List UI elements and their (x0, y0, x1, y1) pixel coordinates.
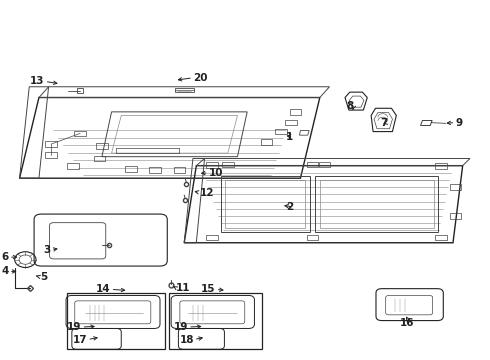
Text: 9: 9 (455, 118, 463, 128)
Text: 10: 10 (208, 168, 223, 178)
Text: 12: 12 (200, 188, 214, 198)
Text: 5: 5 (40, 272, 47, 282)
Text: 15: 15 (201, 284, 216, 294)
Bar (67, 293, 165, 348)
Text: 16: 16 (400, 318, 414, 328)
Text: 3: 3 (44, 245, 51, 255)
Text: 13: 13 (30, 76, 45, 86)
Text: 17: 17 (73, 334, 87, 345)
Text: 2: 2 (286, 202, 293, 212)
Text: 19: 19 (174, 322, 188, 332)
Text: 4: 4 (1, 266, 9, 276)
Text: 6: 6 (1, 252, 9, 262)
Text: 1: 1 (286, 132, 293, 142)
Text: 20: 20 (193, 73, 207, 83)
Text: 11: 11 (175, 283, 190, 293)
Text: 7: 7 (380, 118, 388, 128)
Text: 18: 18 (179, 334, 194, 345)
Bar (169, 293, 262, 348)
Text: 19: 19 (67, 322, 81, 332)
Text: 8: 8 (346, 102, 354, 112)
Text: 14: 14 (96, 284, 111, 294)
